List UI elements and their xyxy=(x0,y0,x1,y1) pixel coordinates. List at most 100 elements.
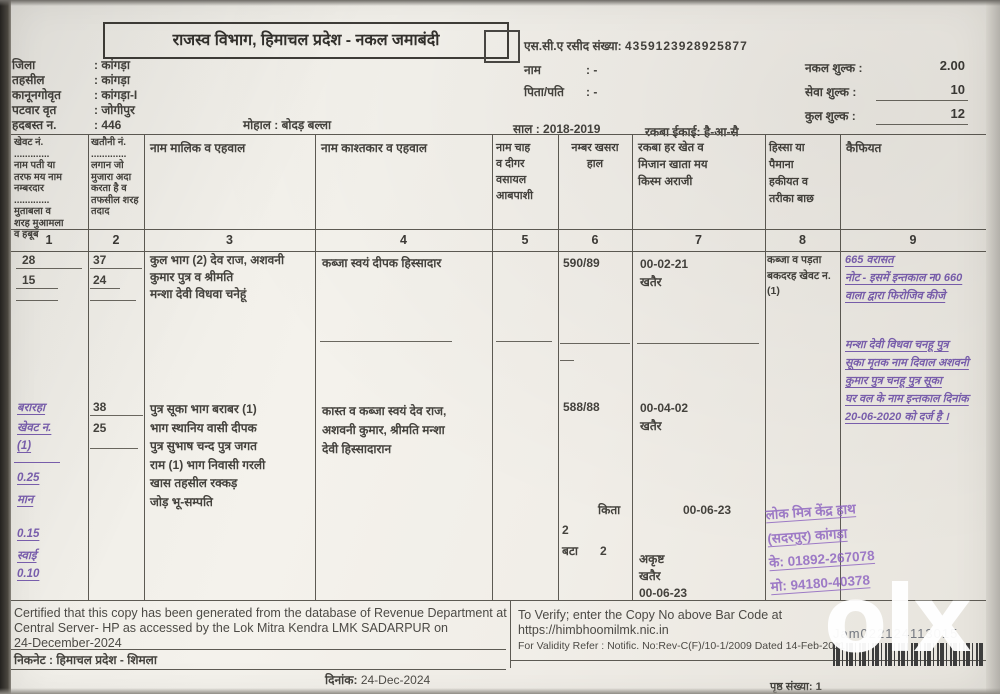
fee-divider xyxy=(876,100,968,101)
row1-share: कब्जा व पड़ता बकदरह खेवट न. (1) xyxy=(767,254,831,297)
cell-underline xyxy=(90,300,136,301)
field-name: नाम : - xyxy=(524,62,597,78)
table-vline xyxy=(765,134,766,600)
field-tehsil: तहसील : कांगड़ा xyxy=(12,72,130,88)
row1-note-block-line: मन्शा देवी विधवा चनहू पुत्र xyxy=(845,339,949,351)
fee-copy-label: नकल शुल्क : xyxy=(805,61,863,75)
col-header-cultivator: नाम काश्तकार व एहवाल xyxy=(321,141,428,155)
field-label: तहसील xyxy=(12,73,45,87)
col-header-khewat: खेवट नं. ............. नाम पती या तरफ मय… xyxy=(14,137,64,240)
row1-note-line: नोट - इसमें इन्तकाल न0 660 xyxy=(845,272,963,284)
document-title: राजस्व विभाग, हिमाचल प्रदेश - नकल जमाबंद… xyxy=(103,22,509,59)
field-value: : कांगड़ा xyxy=(94,58,130,72)
fee-total-value: 12 xyxy=(950,106,965,121)
nicnet-line: निकनेट : हिमाचल प्रदेश - शिमला xyxy=(14,653,157,667)
col-header-khatauni: खतौनी नं. ............. लगान जो मुजारा अ… xyxy=(91,137,139,217)
row1-note-block-line: सूका मृतक नाम दिवाल अशवनी xyxy=(845,357,969,369)
table-top-line xyxy=(10,134,986,135)
row1-note-block-line: कुमार पुत्र चनहू पुत्र सूका xyxy=(845,375,942,387)
row2-khatauni-b: 25 xyxy=(93,421,107,435)
field-value: : - xyxy=(586,85,598,99)
col-number: 8 xyxy=(799,233,806,247)
fee-total-label: कुल शुल्क : xyxy=(805,109,856,123)
field-father-husband: पिता/पति: - xyxy=(524,84,597,100)
table-vline xyxy=(632,134,633,600)
col-number: 5 xyxy=(521,233,529,247)
col-number: 4 xyxy=(400,233,407,247)
field-kanungo: कानूनगोवृत: कांगड़ा-I xyxy=(12,87,137,103)
table-vline xyxy=(88,134,89,600)
footer-line xyxy=(510,660,988,661)
field-label: जिला xyxy=(12,58,36,72)
col-number: 2 xyxy=(112,233,120,247)
cell-underline xyxy=(16,268,82,269)
photo-edge-right xyxy=(986,0,1000,694)
row1-note-block-line: 20-06-2020 को दर्ज है । xyxy=(845,411,949,423)
fee-divider xyxy=(876,124,968,125)
date-value: 24-Dec-2024 xyxy=(360,673,431,687)
row1-khewat-a: 28 xyxy=(22,253,36,267)
fee-service-label: सेवा शुल्क : xyxy=(805,85,857,99)
copy-number: Jam022124113015 xyxy=(833,626,959,641)
hand-divider xyxy=(14,462,60,463)
cell-underline xyxy=(90,448,138,449)
cell-underline xyxy=(560,360,574,361)
cell-underline xyxy=(496,341,552,342)
barcode xyxy=(833,643,985,666)
cell-underline xyxy=(90,288,120,289)
col-number: 7 xyxy=(695,233,702,247)
col-header-remarks: कैफियत xyxy=(846,141,882,155)
field-value: : कांगड़ा-I xyxy=(94,88,138,102)
field-year: साल : 2018-2019 xyxy=(513,122,601,136)
field-label: पटवार वृत xyxy=(12,103,57,117)
cell-underline xyxy=(90,268,142,269)
field-area-unit: रकबा ईकाई: है-आ-सै xyxy=(645,125,739,139)
col-number: 1 xyxy=(45,233,53,247)
col-header-share: हिस्सा या पैमाना हकीयत व तरीका बाछ xyxy=(769,142,814,205)
row2-khasra: 588/88 xyxy=(563,400,600,414)
field-hadbast: हदबस्त न.: 446 xyxy=(12,117,121,133)
cell-underline xyxy=(560,343,630,344)
cell-underline xyxy=(90,415,143,416)
row1-note-block-line: घर वल के नाम इन्तकाल दिनांक xyxy=(845,393,969,405)
row2-area2: अकृष्ट खतैर 00-06-23 xyxy=(639,552,688,600)
olx-watermark: olx xyxy=(824,566,972,673)
col-number: 9 xyxy=(909,233,917,247)
table-bottom-line xyxy=(10,600,986,601)
row2-kita-area: 00-06-23 xyxy=(683,503,732,517)
table-vline xyxy=(144,134,145,600)
table-vline xyxy=(492,134,493,600)
row2-khasra-num: 2 xyxy=(562,523,569,537)
col-number: 6 xyxy=(591,233,599,247)
row2-hand-line: 0.25 xyxy=(17,472,40,484)
row2-hand-line: 0.10 xyxy=(17,568,40,580)
certification-text: Certified that this copy has been genera… xyxy=(14,606,507,650)
cell-underline xyxy=(16,288,58,289)
table-vline xyxy=(840,134,841,600)
row2-owner: पुत्र सूका भाग बराबर (1) भाग स्थानिय वास… xyxy=(150,402,266,509)
col-header-area: रकबा हर खेत व मिजान खाता मय किस्म अराजी xyxy=(638,142,708,188)
cell-underline xyxy=(637,343,759,344)
paper-background xyxy=(10,0,988,694)
row1-khatauni-a: 37 xyxy=(93,253,107,267)
row2-hand-line: स्वाई xyxy=(17,550,37,562)
row2-hand-line: बरारहा xyxy=(17,402,46,414)
footer-divider-vline xyxy=(510,600,511,668)
row1-note-line: 665 वरासत xyxy=(845,254,894,266)
row2-bata-num: 2 xyxy=(600,544,607,558)
row2-hand-line: (1) xyxy=(17,440,32,452)
receipt-number: 4359123928925877 xyxy=(624,39,748,53)
photo-edge-left xyxy=(0,0,11,694)
field-mohal: मोहाल : बोदड़ बल्ला xyxy=(243,118,332,132)
photo-edge-bottom xyxy=(0,688,1000,694)
col-number: 3 xyxy=(226,233,233,247)
field-district: जिला : कांगड़ा xyxy=(12,57,130,73)
field-label: हदबस्त न. xyxy=(12,118,57,132)
field-value: : - xyxy=(586,63,598,77)
field-label: नाम xyxy=(524,63,541,77)
row1-owner: कुल भाग (2) देव राज, अशवनी कुमार पुत्र व… xyxy=(150,253,285,301)
field-value: : कांगड़ा xyxy=(94,73,130,87)
row1-khasra: 590/89 xyxy=(563,256,600,270)
row2-bata-label: बटा xyxy=(562,544,579,558)
